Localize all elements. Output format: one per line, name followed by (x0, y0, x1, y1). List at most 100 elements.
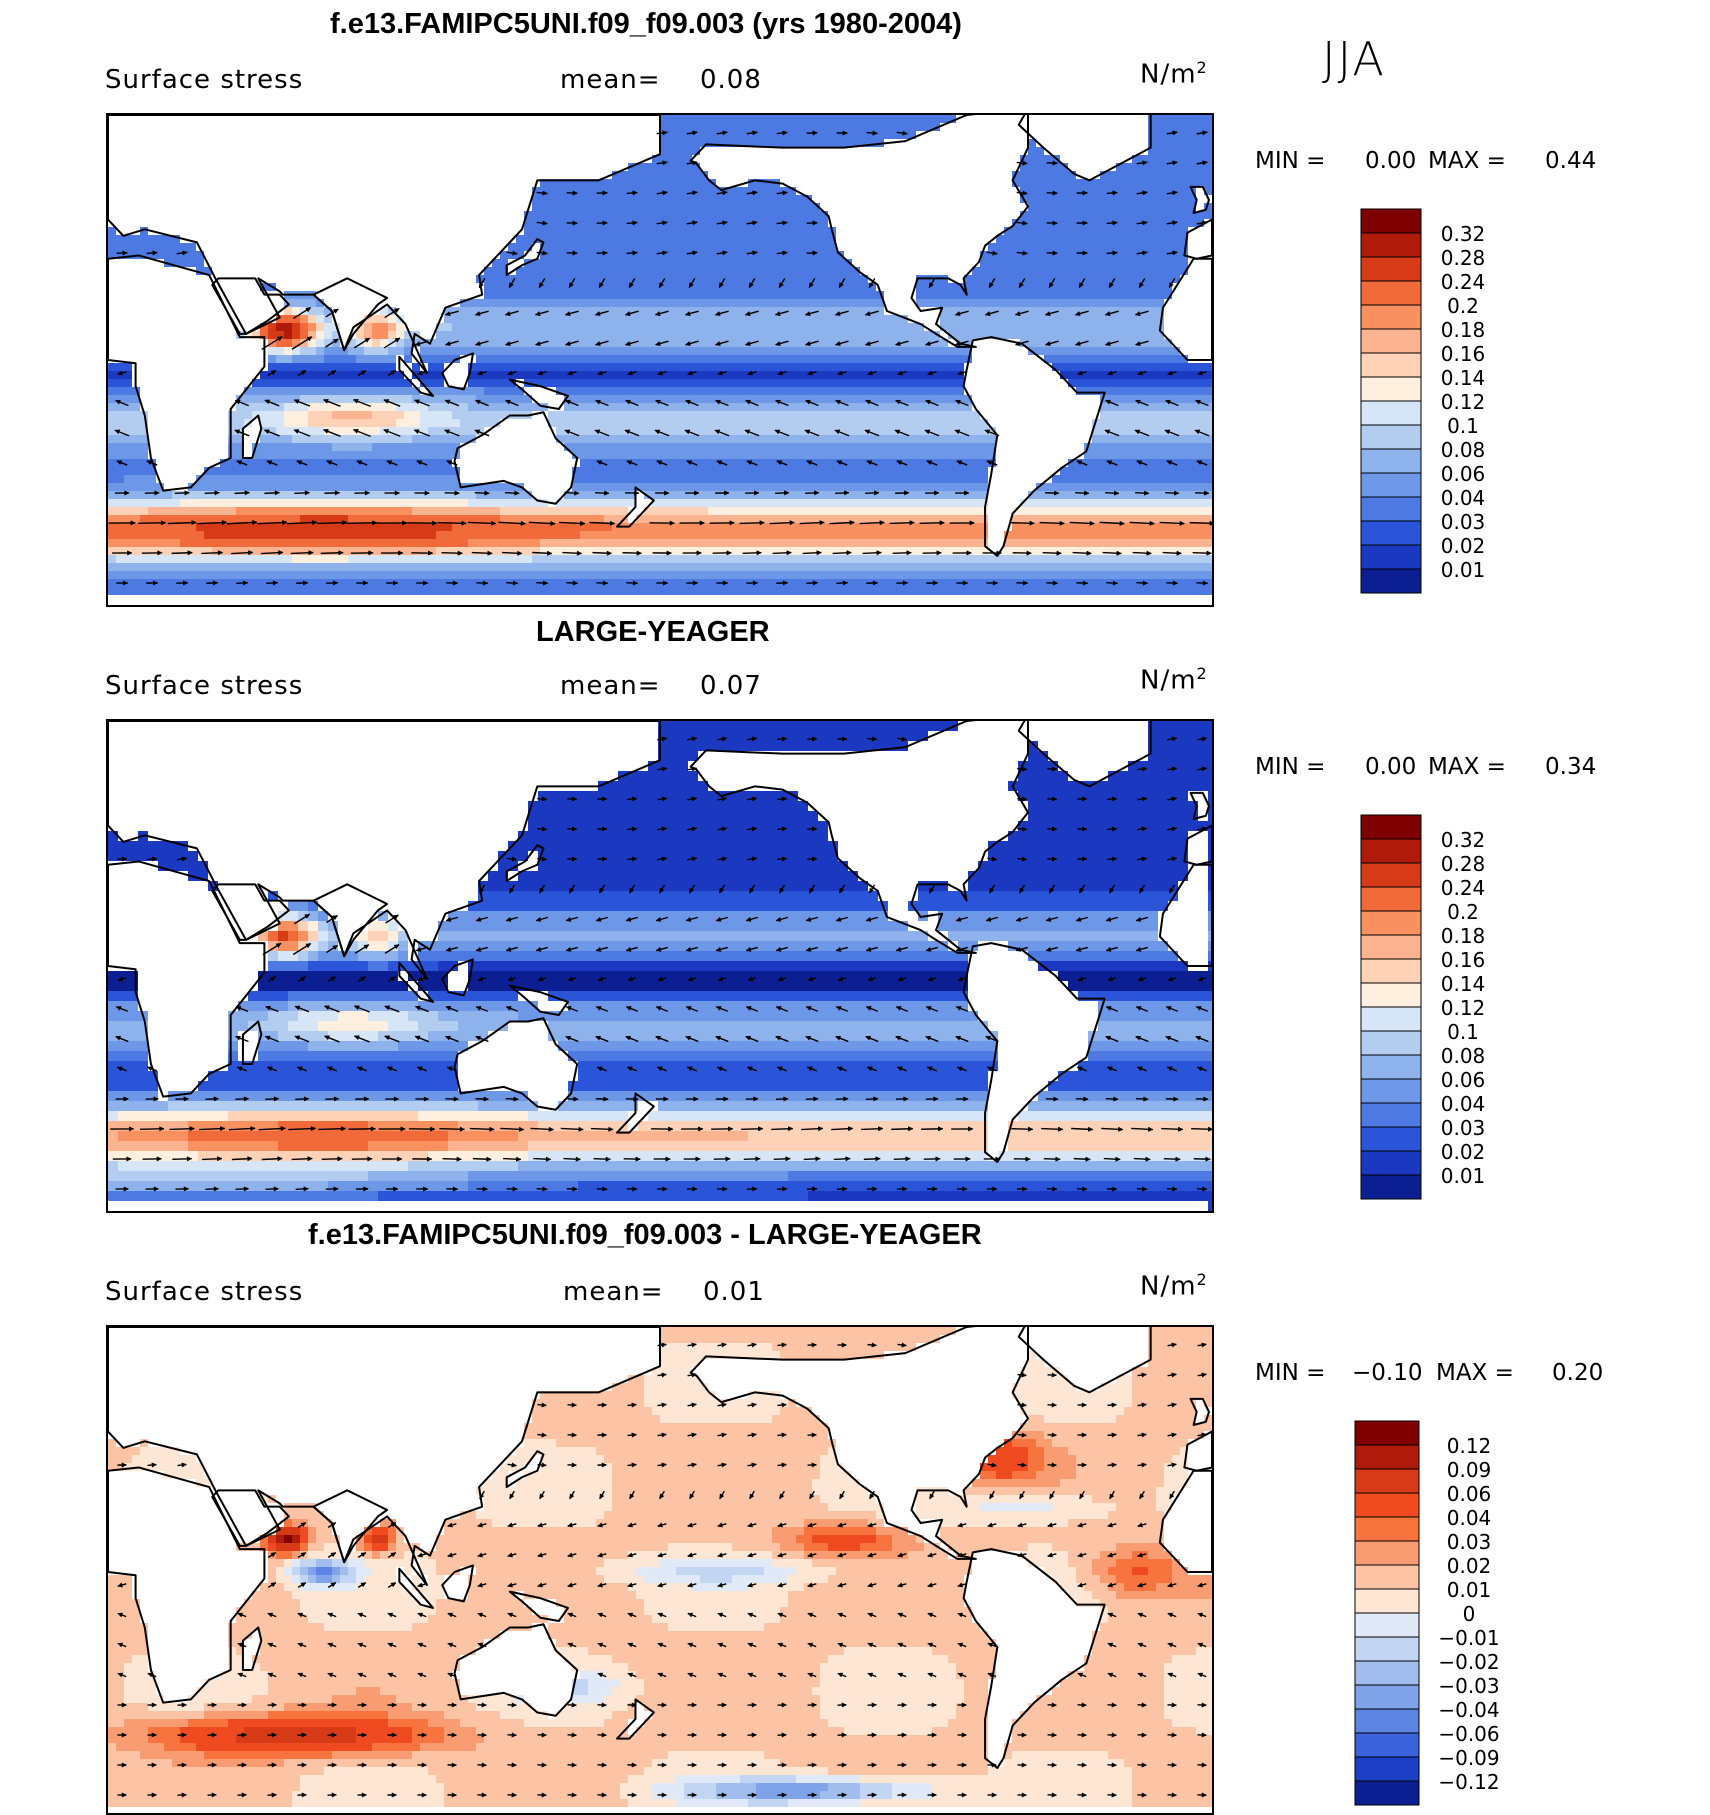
stress-vector-head (456, 1156, 462, 1162)
colorbar-tick-label: 0.12 (1447, 1434, 1492, 1458)
stress-vector-head (1104, 311, 1111, 317)
stress-vector-head (658, 282, 664, 289)
stress-vector-head (392, 580, 399, 586)
stress-vector-head (477, 1612, 484, 1618)
stress-vector-head (263, 429, 270, 435)
stress-vector-head (666, 550, 672, 556)
stress-vector-head (1197, 1672, 1204, 1678)
stress-vector-head (564, 429, 571, 435)
colorbar-tick-label: −0.09 (1438, 1746, 1499, 1770)
stress-vector-head (602, 220, 608, 226)
stress-vector-head (601, 1762, 608, 1768)
stress-vector-head (117, 1672, 124, 1678)
stress-vector-head (274, 490, 281, 496)
stress-vector-head (1022, 250, 1028, 256)
stress-vector-head (759, 520, 765, 526)
stress-vector-head (935, 1156, 941, 1162)
stress-vector-head (781, 1792, 788, 1798)
stress-vector-head (1171, 856, 1178, 862)
stress-vector-head (721, 736, 728, 742)
stress-vector-head (662, 220, 668, 226)
stress-vector-head (235, 1006, 242, 1011)
stress-vector-head (1081, 1702, 1088, 1708)
stress-vector-head (871, 1342, 878, 1348)
stress-vector-head (1111, 1792, 1118, 1798)
coastlines (108, 1327, 1212, 1769)
stress-vector-head (191, 520, 197, 526)
stress-vector-head (1081, 826, 1088, 832)
colorbar-tick-label: 0.06 (1441, 462, 1486, 486)
stress-vector-head (627, 1642, 634, 1648)
stress-vector-head (357, 1642, 364, 1648)
stress-vector-head (747, 1642, 754, 1648)
stress-vector-head (751, 1702, 758, 1708)
stress-vector-head (628, 282, 634, 289)
stress-vector-head (601, 826, 608, 832)
stress-vector-head (330, 976, 337, 982)
stress-vectors (110, 736, 1212, 1192)
stress-vector-head (928, 282, 934, 289)
stress-vector-head (686, 1066, 693, 1072)
stress-vector-head (991, 1462, 998, 1468)
stress-vector-head (303, 1186, 309, 1192)
coastline-europe-west (1183, 824, 1212, 866)
stress-vector-head (807, 1552, 813, 1558)
stress-vector-head (811, 856, 818, 862)
stress-vector-head (417, 976, 424, 982)
stress-vector-head (445, 1005, 452, 1011)
stress-vector-head (847, 1126, 854, 1132)
stress-vector-head (330, 1522, 337, 1528)
stress-vector-head (567, 1642, 574, 1648)
colorbar-tick-label: 0.03 (1441, 1116, 1486, 1140)
colorbar-swatch (1360, 1102, 1422, 1128)
stress-vector-head (984, 311, 991, 317)
stress-vector-head (717, 976, 724, 982)
stress-vector-head (656, 460, 663, 466)
stress-vector-head (895, 1035, 902, 1041)
stress-vector-head (417, 1582, 423, 1588)
stress-vector-head (1201, 1792, 1208, 1798)
stress-vector-head (806, 370, 813, 376)
coastline-new-guinea (508, 984, 569, 1016)
stress-vector-head (243, 1096, 250, 1102)
stress-vector-head (716, 1066, 723, 1072)
stress-vector-head (924, 429, 931, 435)
stress-vector-head (444, 1035, 451, 1041)
stress-vector-head (121, 1792, 128, 1798)
stress-vector-head (1021, 1732, 1028, 1738)
stress-vector-head (601, 1702, 608, 1708)
stress-vector-head (867, 1552, 873, 1558)
stress-vector-head (362, 580, 369, 586)
stress-vector-head (865, 1035, 872, 1041)
stress-vector-head (894, 429, 901, 435)
stress-vector-head (627, 1552, 633, 1558)
stress-vector-head (511, 1702, 518, 1708)
coastline-sumatra (398, 961, 435, 1003)
stress-vector-head (902, 580, 909, 586)
stress-vector-head (128, 1126, 135, 1132)
stress-vector-head (567, 1522, 573, 1528)
stress-vector-head (1167, 976, 1174, 982)
stress-vector-head (1045, 946, 1052, 952)
stress-vector-head (576, 550, 583, 556)
stress-vector-head (152, 580, 159, 586)
stress-vector-head (962, 580, 969, 586)
colorbar-swatch (1354, 1468, 1420, 1494)
stress-vector-head (573, 1096, 579, 1102)
stress-vector-head (1111, 1432, 1118, 1438)
stress-vector-head (332, 308, 339, 314)
stress-vector-head (776, 370, 783, 376)
colorbar-tick-label: −0.06 (1438, 1722, 1499, 1746)
stress-vector-head (151, 1732, 158, 1738)
colorbar-swatch (1360, 1054, 1422, 1080)
stress-vector-head (657, 1582, 663, 1588)
panel-2-title: LARGE-YEAGER (536, 616, 770, 649)
coastline-india (312, 277, 389, 352)
colorbar-swatch (1354, 1708, 1420, 1734)
stress-vector-head (758, 1126, 764, 1132)
stress-vector-head (183, 1096, 190, 1102)
stress-vector-head (1146, 550, 1152, 556)
stress-vector-head (932, 1186, 938, 1192)
coastline-japan (505, 1450, 545, 1489)
stress-vector-head (1084, 490, 1090, 496)
